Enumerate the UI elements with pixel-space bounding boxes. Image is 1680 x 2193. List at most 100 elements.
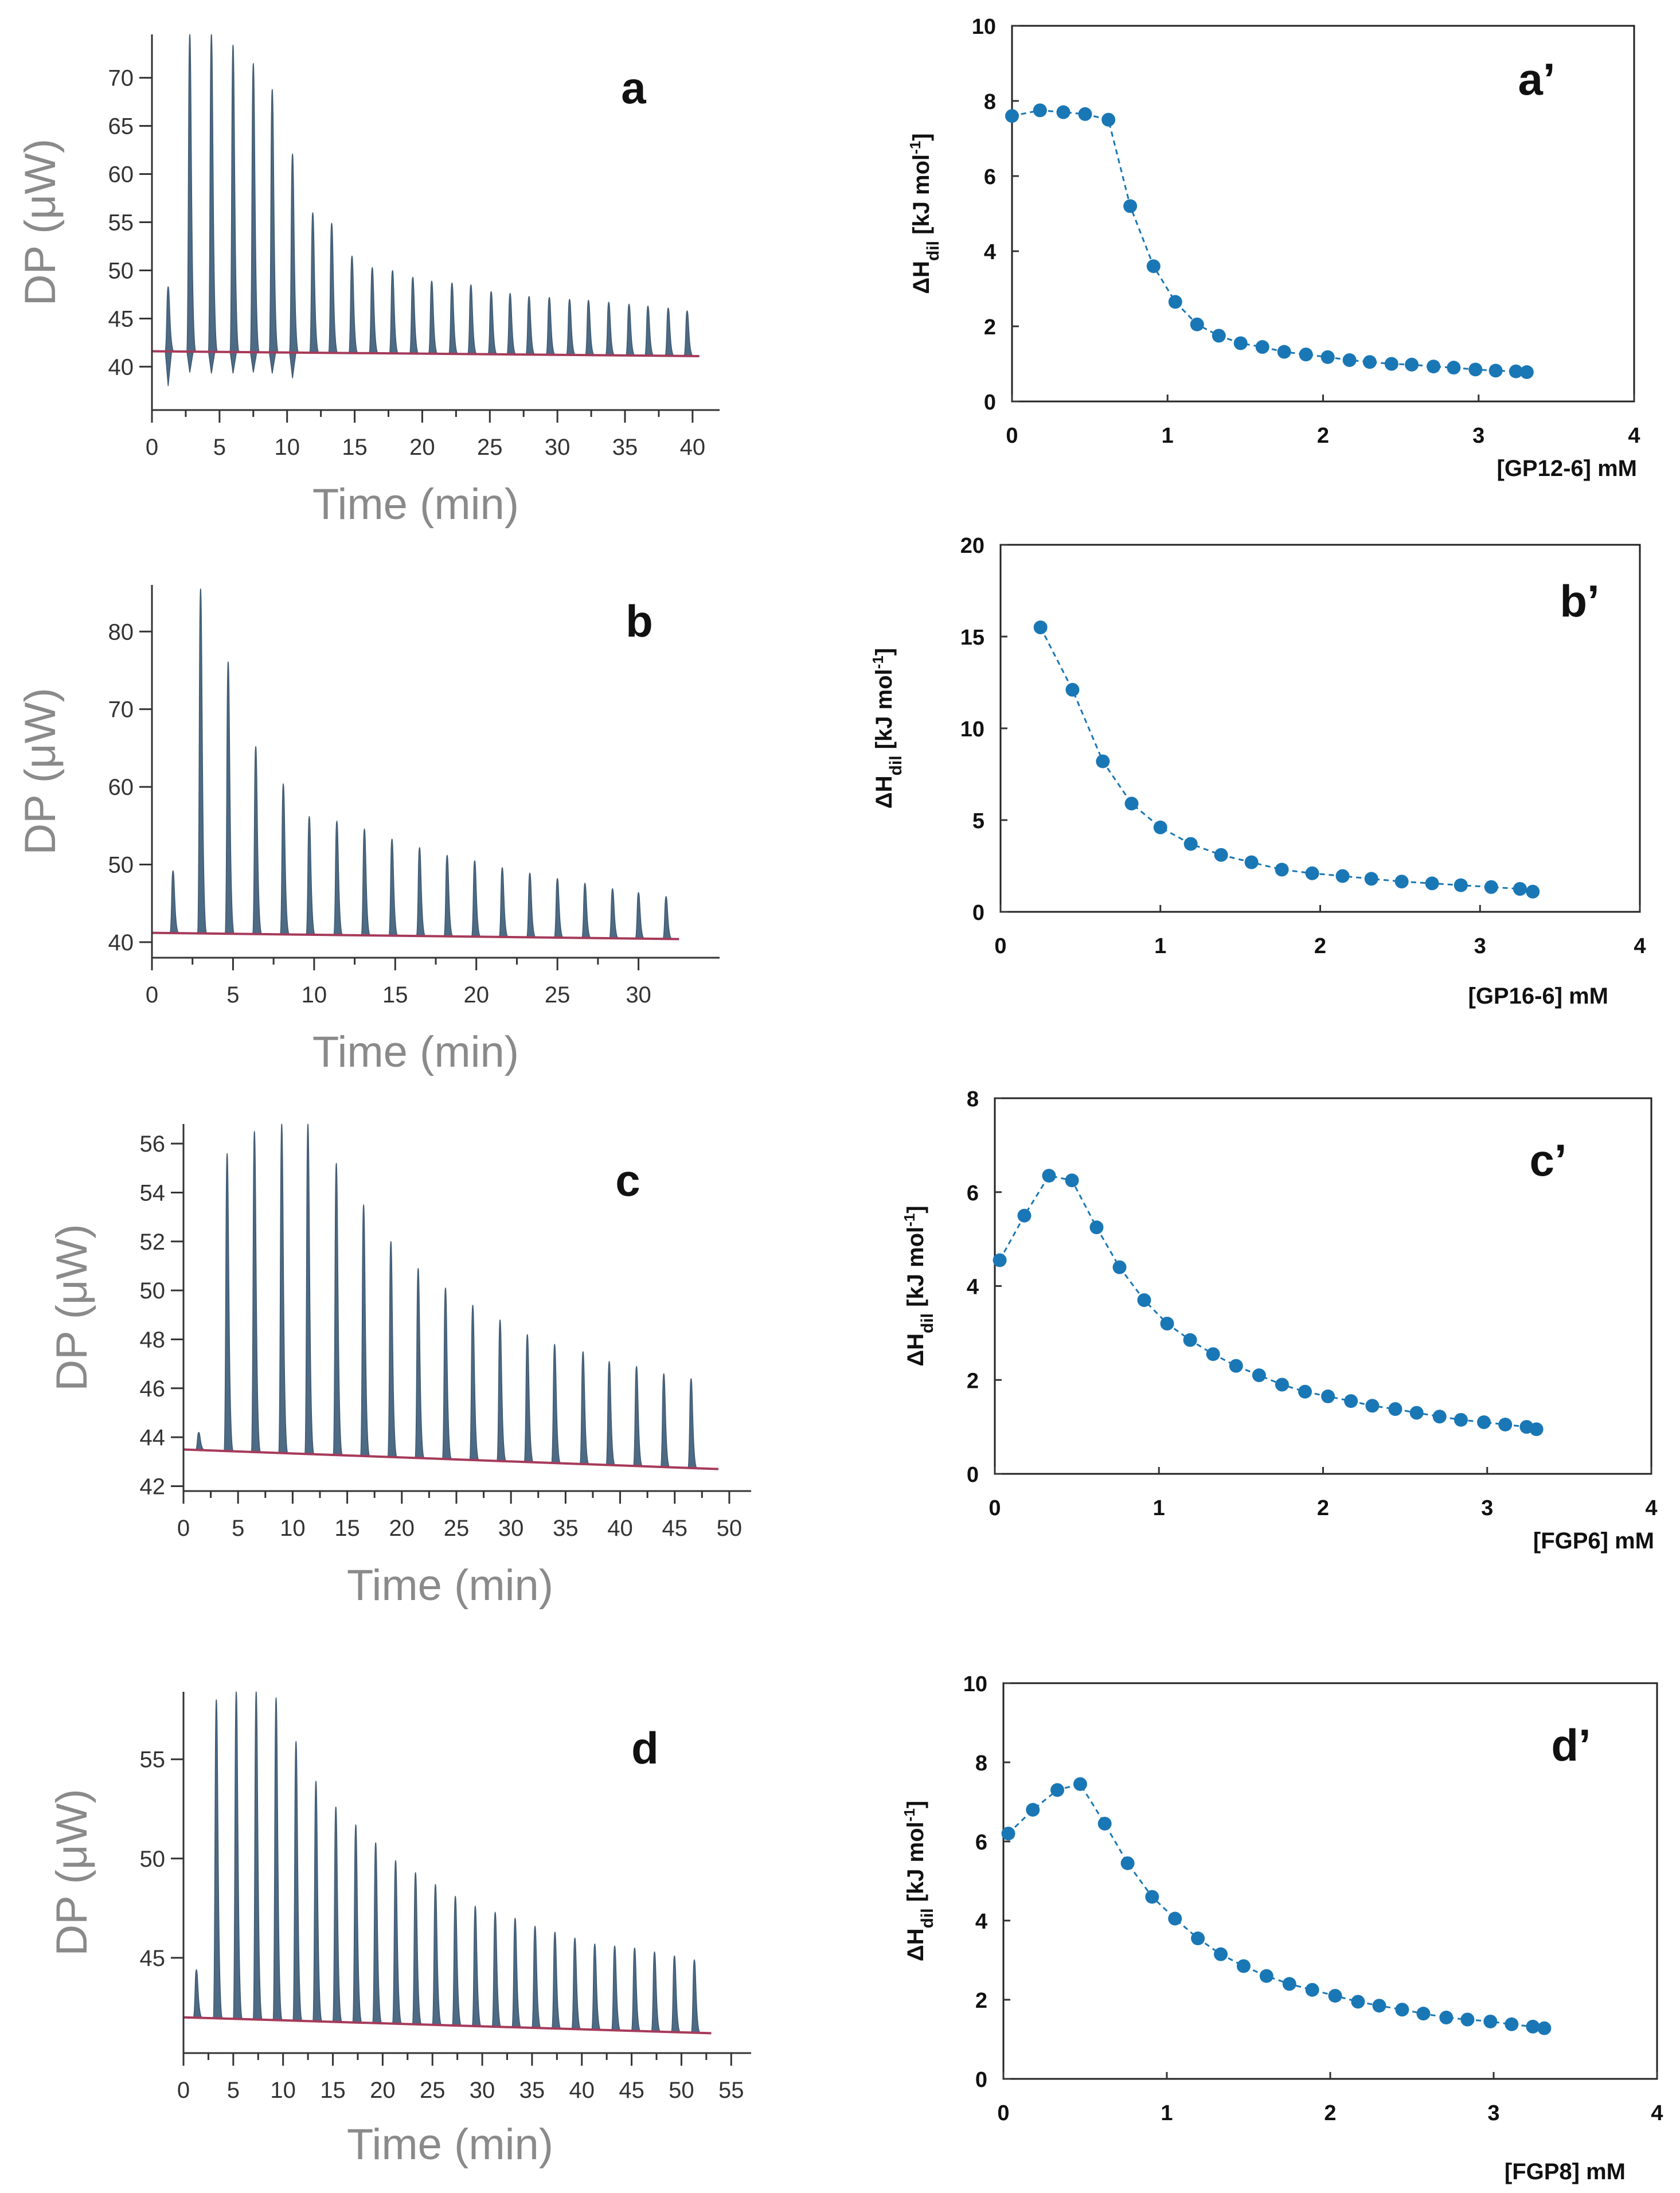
x-tick-label: 1 [1161, 2101, 1173, 2125]
injection-peak [670, 1955, 681, 2033]
y-tick-label: 52 [140, 1230, 166, 1255]
x-tick-label: 10 [270, 2078, 296, 2103]
injection-peak [348, 255, 359, 354]
injection-peak [212, 1699, 223, 2019]
x-axis-label: [GP16-6] mM [1468, 984, 1609, 1009]
injection-peak [611, 1945, 622, 2031]
y-label-main: ΔH [903, 1333, 928, 1367]
y-tick-label: 80 [108, 619, 134, 645]
injection-peak [579, 1351, 590, 1465]
isotherm-panel-d-prime: 0 1 2 3 4 0 2 4 6 8 10 [FGP8] mM d’ ΔHdil [kJ mol-1] [901, 1672, 1663, 2184]
y-tick-label: 70 [108, 66, 134, 91]
injection-peak [467, 284, 478, 355]
injection-peak [392, 1860, 403, 2024]
y-tick-label: 44 [140, 1425, 166, 1450]
x-tick-label: 0 [997, 2101, 1009, 2125]
injection-peak [431, 1884, 442, 2026]
y-label-superscript: -1 [907, 141, 924, 154]
injection-peak [631, 1947, 642, 2032]
injection-peak [412, 1872, 422, 2025]
injection-peak [208, 34, 218, 353]
injection-peak [232, 1691, 243, 2020]
injection-peak [186, 34, 197, 352]
injection-peak [197, 588, 208, 934]
injection-peak [333, 820, 343, 936]
data-point [1526, 2019, 1540, 2034]
injection-peak [368, 267, 379, 354]
y-axis-label: DP (μW) [16, 688, 65, 854]
injection-peak [249, 63, 260, 353]
x-axis-label: [FGP6] mM [1533, 1528, 1654, 1554]
y-label-subscript: dil [886, 755, 905, 775]
x-tick-label: 15 [320, 2078, 346, 2103]
data-point [1328, 1989, 1342, 2003]
data-point [1454, 1412, 1468, 1427]
data-point [1212, 329, 1226, 343]
x-tick-label: 2 [1324, 2101, 1336, 2125]
data-point [1214, 848, 1228, 862]
injection-peak [581, 883, 592, 939]
x-tick-label: 30 [498, 1516, 524, 1541]
injection-peak [229, 44, 240, 353]
y-tick-label: 10 [960, 717, 984, 742]
injection-peak [409, 276, 420, 354]
x-tick-label: 20 [370, 2078, 396, 2103]
x-tick-label: 2 [1317, 1496, 1329, 1520]
x-tick-label: 50 [669, 2078, 694, 2103]
x-axis-label: Time (min) [312, 1028, 519, 1076]
injection-peak [428, 280, 439, 354]
injection-peak [496, 1319, 507, 1462]
injection-peak [551, 1931, 562, 2029]
injection-peak [687, 1378, 698, 1469]
injection-peak [498, 867, 509, 938]
y-tick-label: 0 [984, 391, 996, 415]
y-tick-label: 50 [108, 853, 134, 878]
y-tick-label: 0 [967, 1463, 979, 1487]
data-point [1320, 350, 1335, 364]
data-point [1342, 353, 1357, 367]
panel-label: c’ [1529, 1135, 1566, 1185]
data-point [1089, 1220, 1104, 1235]
data-point [1096, 754, 1110, 768]
x-tick-label: 40 [569, 2078, 595, 2103]
x-tick-label: 45 [662, 1516, 687, 1541]
y-tick-label: 10 [972, 15, 996, 39]
injection-peak [308, 212, 319, 353]
y-label-subscript: dil [918, 1908, 937, 1928]
x-tick-label: 0 [177, 2078, 190, 2103]
x-tick-label: 15 [342, 435, 368, 460]
x-tick-label: 0 [146, 435, 158, 460]
data-point [1123, 199, 1138, 213]
thermogram-panel-d: 0 5 10 15 20 25 30 35 40 45 50 55 45 50 55 Time (min) DP… [48, 1691, 751, 2169]
data-point [1427, 360, 1441, 374]
panel-label: c [615, 1155, 640, 1205]
data-point [1146, 259, 1161, 274]
data-point [1259, 1969, 1273, 1983]
y-tick-label: 55 [108, 210, 134, 236]
injection-peak [634, 892, 645, 939]
x-tick-label: 3 [1487, 2101, 1499, 2125]
injection-peak [332, 1162, 343, 1456]
injection-peak [164, 286, 175, 352]
injection-peak [279, 783, 290, 935]
data-point [1005, 109, 1019, 123]
injection-peak [662, 896, 673, 939]
data-point [1275, 1378, 1289, 1392]
x-tick-label: 0 [146, 982, 158, 1008]
y-label-subscript: dil [924, 241, 943, 261]
data-point [1477, 1415, 1491, 1429]
y-tick-label: 2 [967, 1369, 979, 1393]
data-point [1519, 365, 1534, 379]
x-tick-label: 4 [1651, 2101, 1663, 2125]
data-point [1405, 357, 1419, 372]
fitted-baseline [183, 2016, 712, 2035]
data-point [1351, 1995, 1365, 2009]
data-point [1537, 2021, 1552, 2035]
data-point [1137, 1293, 1151, 1308]
panel-label: a [621, 63, 646, 113]
panel-label: b [626, 596, 653, 646]
isotherm-panel-c-prime: 0 1 2 3 4 0 2 4 6 8 [FGP6] mM c’ ΔHdil [kJ mol-1] [901, 1087, 1658, 1554]
y-tick-label: 46 [140, 1376, 166, 1402]
injection-peak [571, 1937, 581, 2030]
